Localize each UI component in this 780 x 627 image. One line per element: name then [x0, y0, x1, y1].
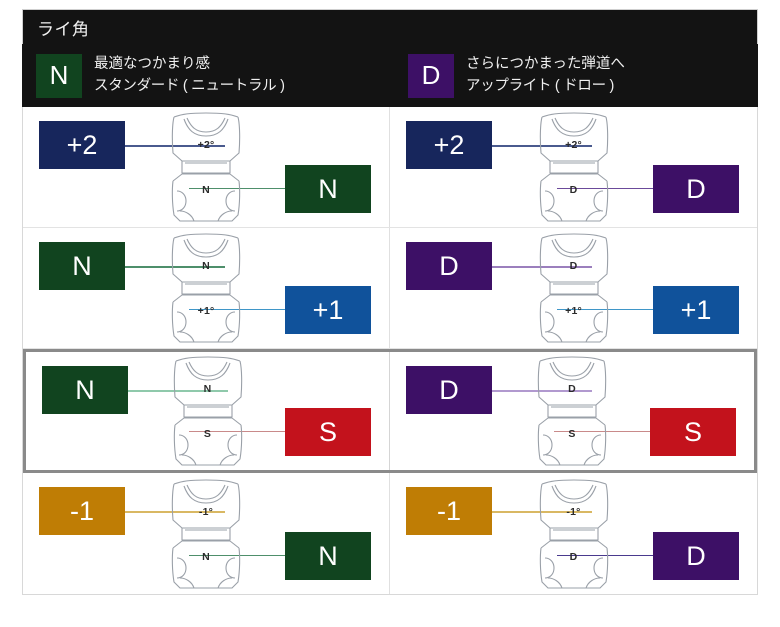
connector-line-top: [125, 145, 225, 147]
connector-line-top: [492, 266, 592, 268]
chart-body: +2 N +2° N +2 D: [22, 107, 758, 595]
sleeve-label-upper: D: [568, 383, 576, 395]
connector-line-bottom: [189, 308, 285, 310]
sleeve-label-lower: +1°: [197, 305, 215, 317]
hosel-sleeve-icon: N +1°: [160, 232, 252, 344]
hosel-sleeve-icon: -1° N: [160, 478, 252, 590]
setting-cell-neutral[interactable]: N +1 N +1°: [23, 228, 390, 348]
setting-cell-draw[interactable]: -1 D -1° D: [390, 473, 757, 594]
hosel-sleeve-icon: -1° D: [528, 478, 620, 590]
setting-row[interactable]: +2 N +2° N +2 D: [23, 107, 757, 228]
lie-value-box[interactable]: S: [285, 408, 371, 456]
badge-n: N: [36, 53, 82, 98]
connector-line-top: [125, 266, 225, 268]
setting-cell-draw[interactable]: +2 D +2° D: [390, 107, 757, 227]
connector-line-top: [125, 511, 225, 513]
sleeve-label-upper: N: [203, 383, 212, 395]
sleeve-label-lower: +1°: [565, 305, 582, 317]
hosel-sleeve-icon: D +1°: [528, 232, 620, 344]
loft-value-box[interactable]: D: [406, 366, 492, 414]
connector-line-bottom: [557, 554, 653, 556]
header-line2: アップライト ( ドロー ): [466, 77, 615, 94]
column-header-draw-text: さらにつかまった弾道へ アップライト ( ドロー ): [466, 54, 625, 96]
lie-value-box[interactable]: S: [650, 408, 736, 456]
lie-value-box[interactable]: +1: [285, 286, 371, 334]
setting-cell-neutral[interactable]: +2 N +2° N: [23, 107, 390, 227]
sleeve-label-lower: D: [569, 550, 578, 563]
connector-line-top: [492, 390, 592, 392]
connector-line-bottom: [557, 308, 653, 310]
setting-row[interactable]: N +1 N +1° D +1: [23, 228, 757, 349]
connector-line-top: [492, 511, 592, 513]
sleeve-label-lower: N: [202, 550, 210, 563]
loft-value-box[interactable]: -1: [39, 487, 125, 535]
connector-line-bottom: [554, 430, 650, 432]
hosel-sleeve-icon: +2° N: [160, 111, 252, 223]
connector-line-bottom: [189, 554, 285, 556]
lie-value-box[interactable]: N: [285, 165, 371, 213]
page-title: ライ角: [37, 19, 90, 39]
connector-line-top: [128, 390, 228, 392]
loft-value-box[interactable]: N: [42, 366, 128, 414]
chart-title-bar: ライ角: [22, 9, 758, 44]
lie-value-box[interactable]: +1: [653, 286, 739, 334]
loft-value-box[interactable]: N: [39, 242, 125, 290]
lie-angle-chart: ライ角 N 最適なつかまり感 スタンダード ( ニュートラル ) D さらにつか…: [22, 9, 758, 606]
connector-line-bottom: [557, 187, 653, 189]
column-header-neutral: N 最適なつかまり感 スタンダード ( ニュートラル ): [22, 44, 390, 107]
column-header-neutral-text: 最適なつかまり感 スタンダード ( ニュートラル ): [94, 54, 285, 96]
setting-cell-draw[interactable]: D +1 D +1°: [390, 228, 757, 348]
header-line1: さらにつかまった弾道へ: [466, 56, 625, 73]
column-header-draw: D さらにつかまった弾道へ アップライト ( ドロー ): [390, 44, 758, 107]
loft-value-box[interactable]: +2: [406, 121, 492, 169]
connector-line-bottom: [189, 187, 285, 189]
column-header-row: N 最適なつかまり感 スタンダード ( ニュートラル ) D さらにつかまった弾…: [22, 44, 758, 107]
header-line2: スタンダード ( ニュートラル ): [94, 77, 285, 94]
lie-value-box[interactable]: D: [653, 532, 739, 580]
badge-d: D: [408, 53, 454, 98]
loft-value-box[interactable]: +2: [39, 121, 125, 169]
loft-value-box[interactable]: D: [406, 242, 492, 290]
sleeve-label-lower: D: [569, 184, 578, 196]
setting-row[interactable]: -1 N -1° N -1 D: [23, 473, 757, 594]
header-line1: 最適なつかまり感: [94, 56, 210, 73]
loft-value-box[interactable]: -1: [406, 487, 492, 535]
sleeve-label-lower: N: [202, 184, 210, 196]
lie-value-box[interactable]: N: [285, 532, 371, 580]
lie-value-box[interactable]: D: [653, 165, 739, 213]
hosel-sleeve-icon: +2° D: [528, 111, 620, 223]
connector-line-bottom: [189, 430, 285, 432]
setting-cell-neutral[interactable]: -1 N -1° N: [23, 473, 390, 594]
connector-line-top: [492, 145, 592, 147]
